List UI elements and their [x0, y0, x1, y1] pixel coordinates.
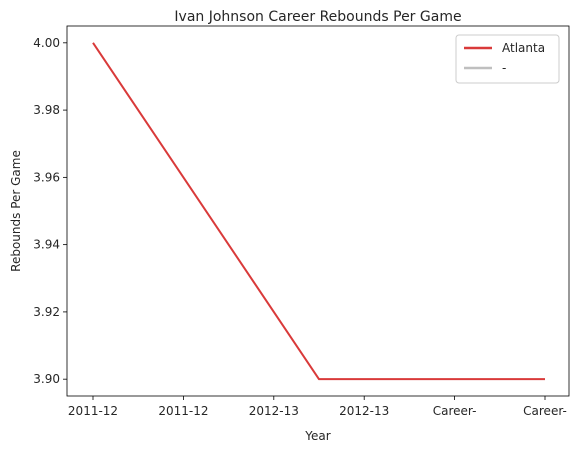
chart-title: Ivan Johnson Career Rebounds Per Game	[174, 9, 461, 25]
y-tick-label: 3.90	[33, 372, 60, 386]
x-tick-label: Career-	[523, 404, 567, 418]
x-axis-label: Year	[304, 429, 330, 443]
y-tick-label: 3.96	[33, 170, 60, 184]
x-tick-label: Career-	[433, 404, 477, 418]
legend: Atlanta -	[455, 34, 560, 84]
x-tick-label: 2012-13	[339, 404, 389, 418]
x-axis: 2011-12 2011-12 2012-13 2012-13 Career- Caree…	[68, 396, 567, 418]
x-tick-label: 2012-13	[249, 404, 299, 418]
y-tick-label: 3.92	[33, 305, 60, 319]
y-axis: 3.90 3.92 3.94 3.96 3.98 4.00	[33, 36, 67, 386]
legend-label: -	[502, 61, 506, 75]
series-line-0	[92, 42, 545, 381]
x-tick-label: 2011-12	[68, 404, 118, 418]
series-lines	[92, 42, 545, 381]
y-axis-label: Rebounds Per Game	[9, 150, 23, 272]
y-tick-label: 4.00	[33, 36, 60, 50]
y-tick-label: 3.98	[33, 103, 60, 117]
x-tick-label: 2011-12	[158, 404, 208, 418]
y-tick-label: 3.94	[33, 238, 60, 252]
legend-label: Atlanta	[502, 41, 545, 55]
plot-frame	[66, 25, 570, 397]
